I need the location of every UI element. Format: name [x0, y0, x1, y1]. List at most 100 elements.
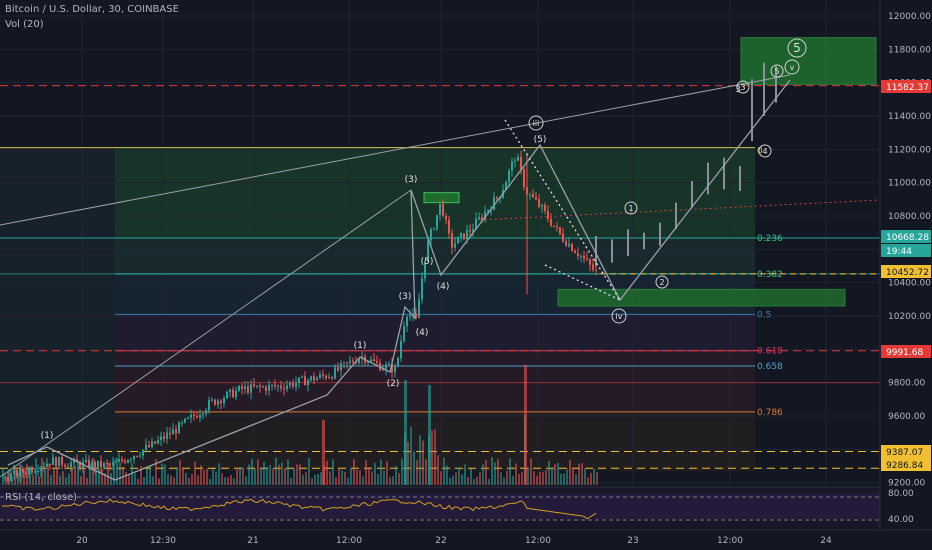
candle-body — [451, 233, 453, 248]
candle-body — [319, 374, 321, 378]
volume-spike — [428, 385, 431, 485]
volume-bar — [173, 477, 175, 485]
fib-label: 0.236 — [757, 234, 783, 244]
volume-bar — [293, 468, 295, 485]
candle-body — [454, 243, 456, 248]
wave-label: 5 — [774, 67, 779, 76]
volume-bar — [389, 477, 391, 485]
wave-label: 2 — [659, 278, 664, 287]
candle-body — [196, 416, 198, 418]
volume-bar — [563, 473, 565, 485]
price-badge-label: 10452.72 — [886, 268, 929, 278]
price-badge-label: 11582.37 — [886, 83, 929, 93]
volume-bar — [515, 463, 517, 485]
candle-body — [586, 258, 588, 260]
candle-body — [151, 441, 153, 447]
volume-bar — [509, 458, 511, 485]
volume-bar — [131, 463, 133, 485]
candle-body — [430, 229, 432, 241]
price-badge-label: 9991.68 — [886, 348, 923, 358]
candle-body — [298, 377, 300, 383]
candle-body — [340, 363, 342, 371]
candle-body — [187, 417, 189, 419]
wave-label: (5) — [421, 257, 434, 267]
volume-bar — [2, 468, 4, 485]
volume-bar — [467, 476, 469, 485]
candle-body — [448, 219, 450, 234]
candle-body — [76, 459, 78, 463]
volume-bar — [308, 457, 310, 485]
price-badge-bg — [881, 265, 931, 278]
candle-body — [106, 463, 108, 465]
volume-bar — [143, 477, 145, 485]
volume-bar — [56, 466, 58, 485]
volume-bar — [485, 459, 487, 485]
volume-bar — [536, 475, 538, 485]
volume-bar — [551, 467, 553, 485]
volume-bar — [110, 473, 112, 485]
candle-body — [130, 459, 132, 461]
candle-body — [373, 359, 375, 362]
candle-body — [469, 229, 471, 232]
candle-body — [352, 360, 354, 363]
volume-bar — [71, 468, 73, 485]
volume-bar — [128, 474, 130, 485]
wave-circle — [736, 80, 750, 94]
trend-line-lower — [0, 189, 412, 478]
volume-bar — [455, 472, 457, 485]
volume-bar — [386, 461, 388, 485]
volume-bar — [146, 468, 148, 485]
candle-body — [286, 385, 288, 390]
wave-circle — [770, 64, 784, 78]
volume-bar — [137, 478, 139, 485]
candle-body — [262, 386, 264, 388]
volume-bar — [227, 477, 229, 485]
wave-label: v — [790, 63, 795, 72]
time-tick-label: 23 — [627, 536, 638, 546]
price-tick-label: 10200.00 — [888, 312, 931, 322]
candle-body — [154, 441, 156, 444]
candle-body — [304, 376, 306, 386]
volume-bar — [245, 476, 247, 485]
candle-body — [406, 316, 408, 327]
volume-bar — [287, 459, 289, 485]
candle-body — [529, 194, 531, 196]
candle-body — [292, 382, 294, 387]
volume-bar — [194, 461, 196, 485]
price-badge-bg — [881, 345, 931, 358]
candle-body — [559, 227, 561, 234]
volume-bar — [506, 470, 508, 485]
candle-body — [232, 389, 234, 398]
price-badge-label: 9286.84 — [886, 461, 923, 471]
volume-bar — [206, 468, 208, 485]
volume-bar — [359, 470, 361, 485]
volume-bar — [521, 471, 523, 485]
candle-body — [568, 243, 570, 246]
volume-bar — [221, 473, 223, 485]
volume-bar — [458, 467, 460, 485]
candle-body — [79, 462, 81, 468]
volume-bar — [203, 470, 205, 485]
candle-body — [457, 236, 459, 244]
price-badge-label: 19:44 — [886, 247, 912, 257]
volume-bar — [170, 475, 172, 485]
volume-bar — [335, 477, 337, 485]
fib-label: 0.786 — [757, 408, 783, 418]
volume-bar — [434, 429, 436, 485]
candle-body — [283, 388, 285, 390]
candle-body — [127, 460, 129, 463]
price-badge-bg — [881, 230, 931, 243]
candle-body — [142, 449, 144, 456]
volume-bar — [587, 477, 589, 485]
fib-band-0236-0382 — [115, 237, 755, 274]
volume-bar — [272, 469, 274, 485]
volume-bar — [149, 466, 151, 485]
volume-bar — [548, 461, 550, 485]
volume-bar — [62, 471, 64, 485]
volume-bar — [113, 460, 115, 485]
candle-body — [55, 457, 57, 467]
volume-bar — [44, 469, 46, 485]
fib-band-0618-0786 — [115, 350, 755, 412]
time-axis-bg — [0, 530, 932, 550]
